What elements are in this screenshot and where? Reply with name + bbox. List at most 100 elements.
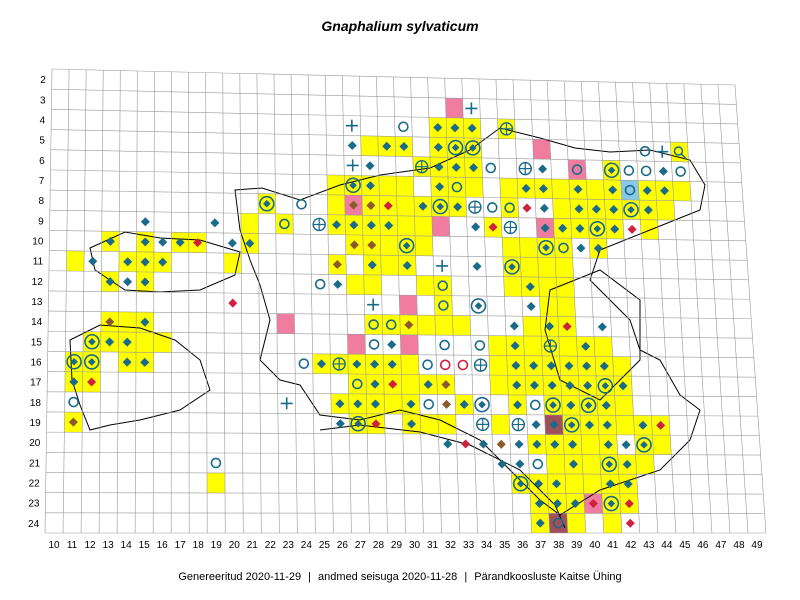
diamond-marker (140, 237, 150, 247)
circle-marker (571, 164, 583, 175)
grid-cell-yellow (539, 296, 558, 317)
column-label: 47 (715, 540, 727, 551)
grid-line-vertical (529, 80, 550, 534)
column-label: 28 (373, 540, 385, 551)
grid-cell-yellow (581, 434, 600, 455)
diamond-marker (531, 420, 541, 430)
diamond-circle-marker (623, 201, 639, 218)
diamond-marker (335, 419, 345, 429)
red-diamond-marker (461, 439, 471, 449)
diamond-circle-marker (589, 220, 606, 237)
grid-cell-yellow (672, 181, 692, 201)
circle-marker (423, 398, 435, 410)
diamond-circle-marker (398, 237, 415, 254)
grid-lines (44, 68, 767, 534)
grid-cell-pink (400, 334, 419, 355)
column-label: 14 (121, 540, 133, 551)
diamond-marker (367, 260, 377, 270)
grid-line-vertical (152, 71, 155, 534)
diamond-marker (623, 479, 633, 489)
grid-cell-yellow (437, 414, 457, 435)
grid-cell-yellow (414, 216, 433, 237)
red-diamond-marker (624, 499, 634, 509)
symbols-layer (66, 102, 686, 529)
red-diamond-marker (562, 322, 572, 332)
diamond-circle-marker (83, 354, 100, 370)
diamond-marker (453, 202, 463, 212)
diamond-circle-marker (447, 139, 464, 156)
circle-marker (624, 184, 636, 196)
diamond-marker (384, 221, 394, 231)
row-label: 8 (38, 196, 44, 207)
diamond-marker (565, 381, 575, 391)
grid-cell-yellow (652, 435, 672, 455)
column-label: 48 (733, 540, 745, 551)
column-label: 35 (499, 540, 511, 551)
grid-cell-pink (445, 97, 464, 119)
grid-line-vertical (239, 73, 244, 534)
grid-line-horizontal (48, 290, 750, 300)
diamond-marker (478, 439, 488, 449)
grid-cell-yellow (489, 375, 509, 395)
diamond-marker (402, 260, 412, 270)
row-label: 10 (32, 236, 44, 247)
grid-cell-pink (431, 216, 450, 237)
grid-cell-yellow (240, 213, 259, 234)
diamond-marker (122, 357, 132, 367)
diamond-marker (317, 359, 327, 369)
diamond-marker (529, 380, 539, 390)
circle-marker (485, 162, 497, 174)
grid-cell-yellow (326, 174, 345, 196)
grid-line-vertical (478, 78, 496, 534)
grid-cell-yellow (382, 314, 401, 335)
brown-diamond-marker (349, 240, 359, 250)
grid-cell-yellow (522, 316, 542, 337)
diamond-marker (526, 302, 536, 311)
row-label: 21 (29, 458, 41, 469)
diamond-marker (535, 518, 545, 528)
diamond-marker (353, 399, 363, 409)
column-label: 43 (643, 540, 655, 551)
diamond-marker (515, 459, 525, 469)
diamond-circle-inner (567, 421, 576, 429)
diamond-circle-marker (474, 396, 490, 413)
red-circle-marker (457, 359, 469, 371)
diamond-marker (365, 181, 375, 191)
grid-line-vertical (563, 80, 587, 534)
diamond-marker (622, 459, 632, 469)
diamond-marker (471, 222, 481, 232)
circle-marker (279, 218, 290, 230)
grid-cell-yellow (586, 179, 605, 200)
diamond-marker (123, 257, 133, 267)
red-diamond-marker (193, 238, 203, 248)
diamond-marker (370, 379, 380, 389)
brown-diamond-marker (367, 240, 377, 250)
circle-plus-cross (415, 160, 428, 173)
diamond-circle-marker (432, 198, 449, 215)
diamond-marker (608, 185, 618, 195)
circle-marker (529, 399, 541, 411)
diamond-marker (370, 359, 380, 369)
diamond-marker (538, 164, 548, 174)
diamond-circle-marker (580, 397, 597, 414)
circle-plus-cross (476, 418, 489, 431)
column-label: 37 (535, 540, 547, 551)
diamond-marker (552, 498, 562, 508)
grid-cell-yellow (566, 513, 586, 533)
coastline-island-southwest (69, 324, 211, 431)
diamond-marker (529, 361, 539, 371)
grid-cell-yellow (420, 414, 439, 435)
red-diamond-marker (656, 420, 666, 430)
column-label: 24 (301, 540, 313, 551)
diamond-marker (569, 459, 579, 469)
red-diamond-marker (627, 224, 637, 234)
grid-cell-yellow (594, 336, 613, 357)
row-label: 16 (30, 358, 42, 369)
brown-diamond-marker (105, 317, 115, 327)
column-label: 17 (175, 540, 187, 551)
grid-cell-yellow (537, 257, 557, 278)
red-diamond-marker (228, 298, 238, 308)
grid-line-vertical (717, 84, 749, 534)
grid-cell-yellow (538, 277, 558, 297)
